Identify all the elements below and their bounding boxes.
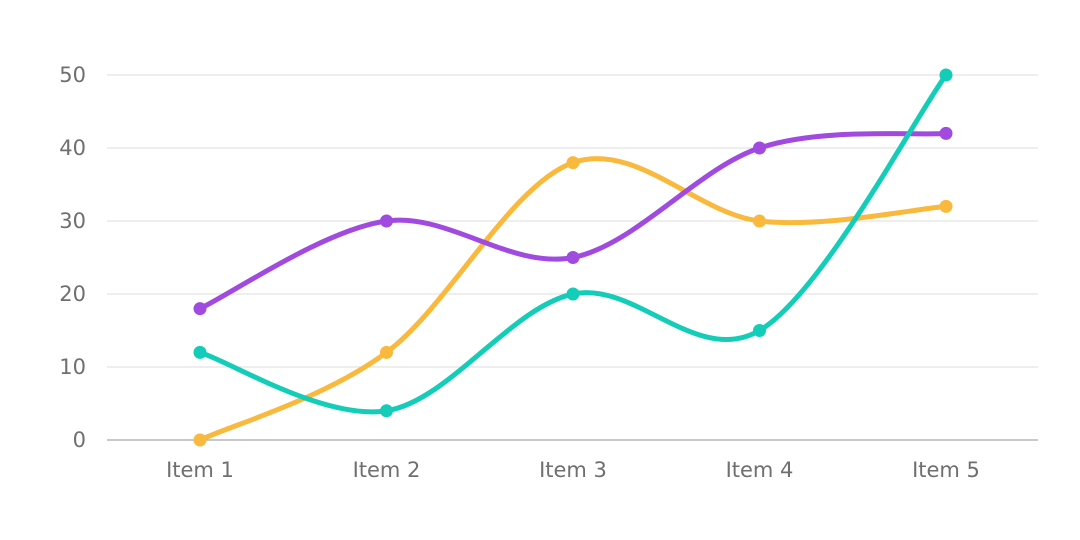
series-3 — [193, 68, 953, 418]
y-axis-labels: 0 10 20 30 40 50 — [59, 63, 86, 452]
series-layer — [193, 68, 953, 447]
data-point — [753, 141, 766, 155]
data-point — [380, 214, 393, 228]
y-tick-label: 20 — [59, 282, 86, 306]
data-point — [380, 404, 393, 418]
data-point — [193, 345, 207, 359]
y-tick-label: 40 — [59, 136, 86, 160]
x-tick-label: Item 5 — [912, 458, 980, 482]
data-point — [566, 156, 580, 170]
data-point — [566, 251, 580, 264]
data-point — [193, 302, 207, 316]
x-tick-label: Item 1 — [166, 458, 234, 482]
data-point — [939, 199, 953, 213]
data-point — [753, 324, 766, 337]
x-tick-label: Item 3 — [539, 458, 607, 482]
x-tick-label: Item 4 — [726, 458, 794, 482]
series-line — [197, 72, 949, 415]
series-1 — [193, 156, 953, 447]
data-point — [939, 68, 953, 82]
y-tick-label: 50 — [59, 63, 86, 87]
x-tick-label: Item 2 — [353, 458, 421, 482]
y-tick-label: 30 — [59, 209, 86, 233]
data-point — [753, 214, 766, 228]
y-tick-label: 0 — [73, 428, 86, 452]
x-axis-labels: Item 1 Item 2 Item 3 Item 4 Item 5 — [166, 458, 980, 482]
data-point — [380, 345, 393, 359]
data-point — [939, 126, 953, 140]
series-2 — [193, 126, 953, 316]
data-point — [193, 433, 207, 447]
y-tick-label: 10 — [59, 355, 86, 379]
data-point — [566, 287, 580, 301]
